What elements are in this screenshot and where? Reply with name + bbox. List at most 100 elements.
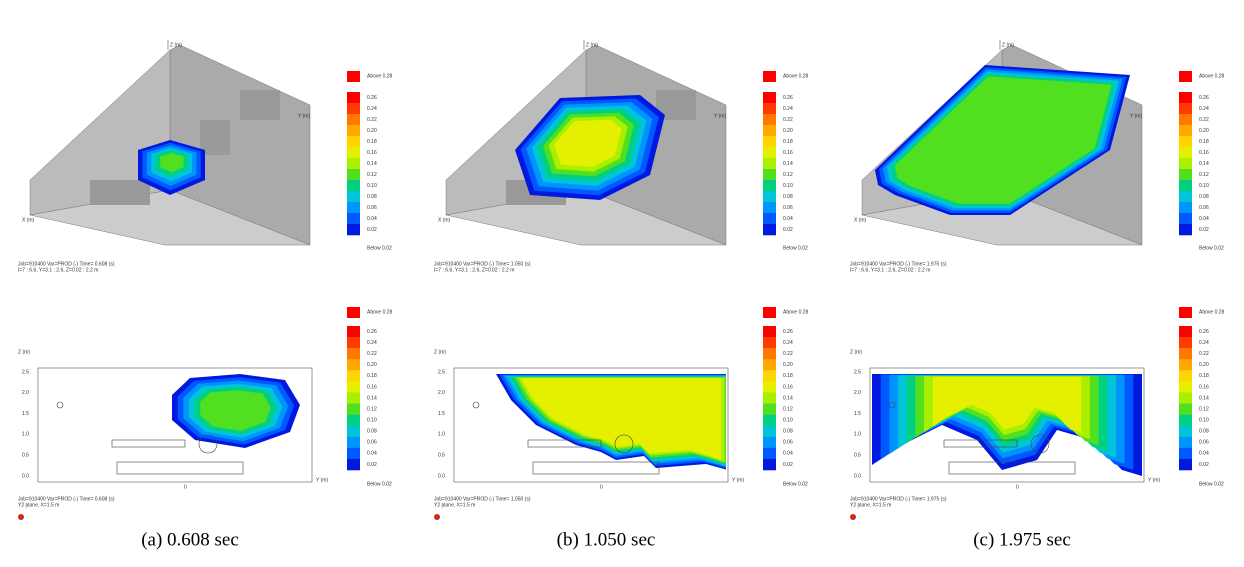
slice-frame	[37, 367, 313, 483]
legend-label: 0.02	[367, 227, 377, 233]
legend-label: 0.04	[367, 216, 377, 222]
y-tick-label: 2.0	[22, 390, 29, 396]
legend-label: 0.26	[367, 329, 377, 335]
legend-label: 0.20	[783, 128, 793, 134]
legend-label: 0.26	[1199, 95, 1209, 101]
panel: Z (m) Y (m) X (m) Job=910400 Var=PROD (-) T…	[850, 40, 1225, 550]
legend-label: 0.24	[783, 340, 793, 346]
legend-band	[763, 425, 776, 438]
x-tick-label: 0	[184, 484, 187, 490]
axis-label: Z (m)	[850, 349, 862, 355]
legend-band	[763, 114, 776, 126]
legend-band	[347, 348, 360, 360]
axis-label: Y (m)	[1130, 113, 1142, 119]
y-tick-label: 0.5	[854, 453, 861, 459]
legend-label: 0.14	[783, 395, 793, 401]
legend-band	[1179, 103, 1192, 115]
legend-label: 0.06	[783, 440, 793, 446]
slice-frame	[869, 367, 1145, 483]
obstacle	[1030, 434, 1050, 454]
obstacle	[198, 434, 218, 454]
legend-band	[1179, 359, 1192, 371]
legend-band	[347, 224, 360, 236]
legend-label: 0.12	[367, 172, 377, 178]
legend-label: 0.14	[367, 395, 377, 401]
legend-label: 0.10	[1199, 417, 1209, 423]
obstacle	[888, 401, 896, 409]
obstacle	[943, 439, 1018, 448]
legend-label: 0.12	[1199, 406, 1209, 412]
legend-label: 0.14	[367, 161, 377, 167]
legend-band	[1179, 213, 1192, 225]
y-tick-label: 2.5	[22, 369, 29, 375]
legend-band	[763, 326, 776, 338]
legend-band	[347, 447, 360, 460]
legend-band	[763, 103, 776, 115]
legend-band	[1179, 224, 1192, 236]
legend-label: 0.22	[367, 351, 377, 357]
legend-label: 0.04	[1199, 451, 1209, 457]
legend-band	[347, 458, 360, 471]
legend-label: 0.12	[783, 406, 793, 412]
legend-swatch	[1179, 71, 1192, 82]
legend-band	[347, 180, 360, 192]
legend-label: Below 0.02	[783, 245, 808, 251]
obstacle	[948, 461, 1076, 475]
legend-label: 0.22	[1199, 117, 1209, 123]
legend-label: 0.18	[1199, 139, 1209, 145]
legend-label: 0.08	[1199, 194, 1209, 200]
legend-band	[347, 414, 360, 426]
obstacle	[116, 461, 244, 475]
x-tick-label: 0	[1016, 484, 1019, 490]
legend-label: 0.08	[367, 194, 377, 200]
contour-band	[200, 390, 271, 431]
slice-contours	[496, 374, 726, 470]
legend-band	[1179, 202, 1192, 214]
legend-band	[347, 103, 360, 115]
legend-band	[1179, 403, 1192, 415]
legend-label: 0.24	[367, 340, 377, 346]
legend-band	[763, 191, 776, 203]
legend-label: 0.02	[783, 462, 793, 468]
legend-band	[347, 370, 360, 382]
legend-label: 0.10	[1199, 183, 1209, 189]
info-text: Job=910400 Var=PROD (-) Time= 1.050 (s)	[434, 261, 531, 267]
info-text: Y2 plane, X=1.5 m	[850, 502, 891, 508]
legend-label: 0.10	[367, 183, 377, 189]
legend-label: 0.26	[1199, 329, 1209, 335]
legend-label: 0.06	[1199, 205, 1209, 211]
logo	[850, 514, 856, 520]
legend-band	[1179, 392, 1192, 404]
contour-band	[554, 119, 622, 167]
contour-band	[932, 376, 1082, 433]
legend-band	[347, 337, 360, 349]
legend-band	[347, 359, 360, 371]
legend-band	[347, 425, 360, 438]
legend-label: 0.20	[367, 128, 377, 134]
legend-label: Above 0.28	[367, 309, 393, 315]
legend-label: 0.10	[783, 417, 793, 423]
legend-band	[763, 392, 776, 404]
y-tick-label: 0.0	[438, 473, 445, 479]
y-tick-label: 2.5	[438, 369, 445, 375]
legend-band	[347, 92, 360, 104]
legend-label: 0.08	[1199, 429, 1209, 435]
legend-band	[347, 114, 360, 126]
legend-band	[1179, 158, 1192, 170]
axis-label: X (m)	[22, 217, 35, 223]
legend-band	[347, 403, 360, 415]
legend-band	[1179, 169, 1192, 181]
legend-label: 0.18	[1199, 373, 1209, 379]
y-tick-label: 2.0	[854, 390, 861, 396]
legend-label: 0.24	[1199, 106, 1209, 112]
legend-label: 0.26	[783, 95, 793, 101]
legend-band	[1179, 425, 1192, 438]
obstacle	[56, 401, 64, 409]
legend-band	[347, 202, 360, 214]
legend-label: 0.10	[783, 183, 793, 189]
legend-band	[763, 359, 776, 371]
y-tick-label: 1.0	[438, 432, 445, 438]
legend-band	[763, 337, 776, 349]
legend-band	[347, 392, 360, 404]
